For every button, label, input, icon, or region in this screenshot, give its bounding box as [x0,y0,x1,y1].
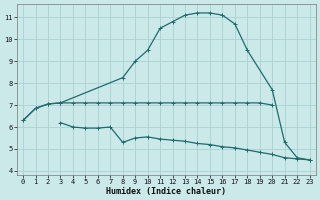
X-axis label: Humidex (Indice chaleur): Humidex (Indice chaleur) [106,187,226,196]
